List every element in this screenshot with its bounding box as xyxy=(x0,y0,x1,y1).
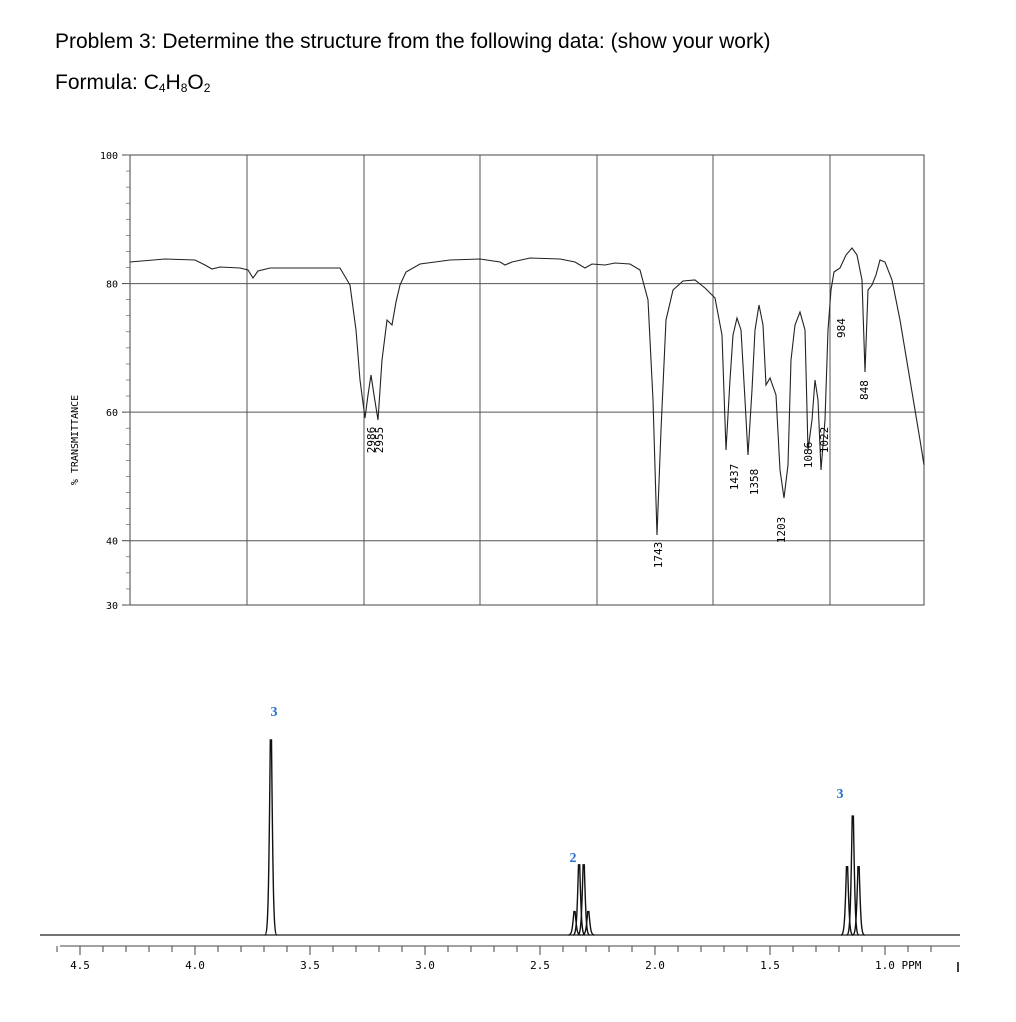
ir-peak-label: 1203 xyxy=(775,517,788,544)
nmr-x-tick-label: 1.5 xyxy=(760,959,780,972)
nmr-peak-line xyxy=(568,910,581,936)
molecular-formula: C4H8O2 xyxy=(143,71,211,95)
ir-y-tick-label: 100 xyxy=(100,151,118,162)
ir-peak-label: 1086 xyxy=(802,442,815,469)
nmr-x-tick-label: 3.5 xyxy=(300,959,320,972)
nmr-integration-label: 2 xyxy=(570,851,577,866)
formula-label: Formula: xyxy=(55,71,144,94)
formula-element: O xyxy=(187,71,204,94)
nmr-x-tick-label: 3.0 xyxy=(415,959,435,972)
nmr-peak-line xyxy=(840,866,854,936)
ir-plot-frame xyxy=(129,154,925,606)
ir-y-tick-label: 80 xyxy=(106,280,118,291)
ir-peak-label: 1743 xyxy=(652,542,665,569)
ir-peak-label: 1358 xyxy=(748,469,761,496)
nmr-x-tick-label: 4.5 xyxy=(70,959,90,972)
nmr-x-tick-label: 2.5 xyxy=(530,959,550,972)
nmr-peak-line xyxy=(582,910,595,936)
formula-element: C xyxy=(143,71,159,94)
ir-peak-label: 984 xyxy=(835,318,848,338)
ir-peak-label: 1437 xyxy=(728,464,741,491)
nmr-peak-line xyxy=(264,739,278,936)
nmr-x-tick-label: 1.0 PPM xyxy=(875,959,922,972)
ir-peak-label: 2986 xyxy=(365,427,378,454)
nmr-x-tick-label: 2.0 xyxy=(645,959,665,972)
formula-subscript: 8 xyxy=(180,81,188,95)
nmr-peak-line xyxy=(852,866,865,936)
ir-y-axis-label: % TRANSMITTANCE xyxy=(70,395,81,485)
ir-y-tick-label: 60 xyxy=(106,408,118,419)
problem-title: Problem 3: Determine the structure from … xyxy=(55,30,771,53)
formula-line: Formula: C4H8O2 xyxy=(55,71,210,95)
nmr-peak-line xyxy=(572,864,586,936)
ir-peak-label: 2955 xyxy=(373,427,386,454)
formula-subscript: 2 xyxy=(203,81,211,95)
nmr-x-tick-label: 4.0 xyxy=(185,959,205,972)
nmr-spectrum: 4.5 4.0 3.5 3.0 2.5 2.0 1.5 1.0 PPM 3 2 3 xyxy=(40,705,960,972)
nmr-peak-line xyxy=(846,815,860,936)
formula-element: H xyxy=(165,71,181,94)
ir-peak-label: 1022 xyxy=(818,427,831,454)
nmr-integration-label: 3 xyxy=(837,787,844,802)
ir-y-tick-label: 30 xyxy=(106,601,118,612)
ir-y-tick-label: 40 xyxy=(106,537,118,548)
ir-spectrum-trace xyxy=(129,247,925,536)
nmr-peak-line xyxy=(577,864,590,936)
formula-subscript: 4 xyxy=(158,81,166,95)
ir-peak-label: 848 xyxy=(858,380,871,400)
nmr-integration-label: 3 xyxy=(271,705,278,720)
